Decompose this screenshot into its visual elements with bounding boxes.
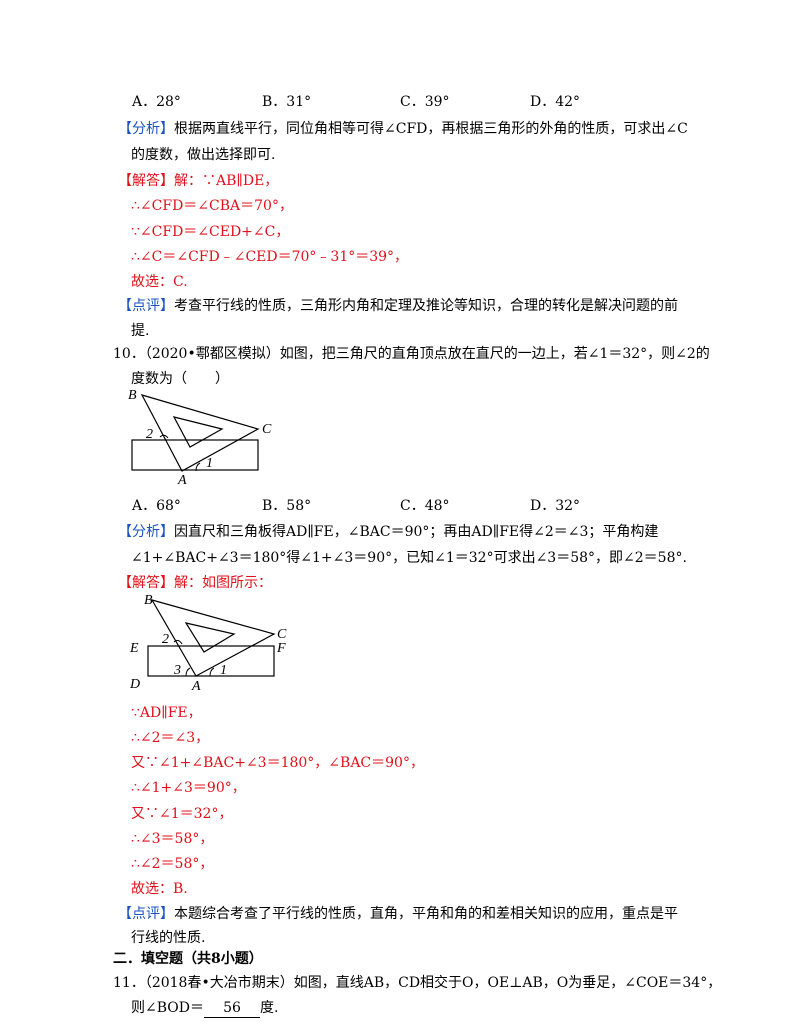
q10-stem-text: （2020•鄠都区模拟）如图，把三角尺的直角顶点放在直尺的一边上，若∠1＝32°… [144,346,710,362]
q10-answer-text-2: ∴∠2＝∠3， [131,730,210,746]
label-c-2: C [277,627,287,642]
q10-solution-figure: B C E F D A 2 3 1 [129,593,287,694]
label-1: 1 [206,456,213,471]
q10-analysis-text: 因直尺和三角板得AD∥FE，∠BAC＝90°；再由AD∥FE得∠2＝∠3；平角构… [174,524,659,540]
q11-answer-blank: 56 [203,999,260,1018]
triangle-inner-2 [184,622,236,653]
label-a: A [177,473,187,487]
angle-2-arc-2 [173,639,183,645]
q10-answer-text-3: 又∵∠1+∠BAC+∠3＝180°，∠BAC＝90°， [131,755,424,771]
q9-answer-text-3: ∵∠CFD＝∠CED+∠C， [131,224,290,240]
label-2-2: 2 [162,632,169,647]
q10-option-b: B．58° [262,498,312,514]
q9-answer-text-4: ∴∠C＝∠CFD﹣∠CED＝70°﹣31°＝39°， [131,249,409,265]
q10-review-tag: 【点评】 [118,906,174,922]
q10-figure-triangle-ruler: B C 2 1 A [128,388,272,487]
q10-answer-text-6: ∴∠3＝58°， [131,831,214,847]
q11-stem-line2: 则∠BOD＝ 56 度. [131,999,278,1018]
triangle-inner [172,416,224,448]
q9-option-d: D．42° [530,94,581,110]
q9-review-line2: 提. [131,323,150,339]
triangle-outer [140,394,260,472]
q10-answer-head: 【解答】解：如图所示： [118,574,272,592]
q10-analysis-line2: ∠1+∠BAC+∠3＝180°得∠1+∠3＝90°，已知∠1＝32°可求出∠3＝… [131,550,687,566]
q10-option-d: D．32° [530,498,581,514]
angle-1-arc-2 [209,667,215,677]
label-e: E [129,641,139,656]
q9-analysis-text: 根据两直线平行，同位角相等可得∠CFD，再根据三角形的外角的性质，可求出∠C [174,121,688,137]
q10-answer-text-7: ∴∠2＝58°， [131,856,214,872]
label-c: C [262,422,272,437]
q9-review-tag: 【点评】 [118,298,174,314]
q9-answer-line1: 【解答】解：∵AB∥DE， [118,172,278,190]
q9-analysis-line2: 的度数，做出选择即可. [131,147,276,163]
label-3: 3 [173,663,181,678]
q10-option-a: A．68° [132,498,181,514]
triangle-outer-2 [150,599,276,677]
q10-analysis-tag: 【分析】 [118,524,174,540]
q10-option-c: C．48° [400,498,450,514]
q10-answer-text-1: ∵AD∥FE， [131,705,202,721]
q9-answer-text-2: ∴∠CFD＝∠CBA＝70°， [131,198,293,214]
q9-option-c: C．39° [400,94,450,110]
q9-answer-text-1: 解：∵AB∥DE， [174,173,279,189]
q11-number: 11． [113,975,145,991]
q9-answer-text-5: 故选：C. [131,274,188,290]
label-1-2: 1 [220,663,227,678]
label-b-2: B [144,593,153,608]
q9-answer-tag: 【解答】 [118,173,174,189]
label-2: 2 [146,427,153,442]
q10-review-text: 本题综合考查了平行线的性质，直角，平角和角的和差相关知识的应用，重点是平 [174,906,678,922]
ruler-rect [131,439,259,471]
q11-stem-text: （2018春•大冶市期末）如图，直线AB，CD相交于O，OE⊥AB，O为垂足，∠… [144,975,722,991]
q11-stem-suffix: 度. [259,1000,279,1016]
angle-2-arc [159,434,169,439]
q11-stem-line1: 11．（2018春•大冶市期末）如图，直线AB，CD相交于O，OE⊥AB，O为垂… [113,974,721,992]
q10-answer-tag: 【解答】 [118,575,174,591]
angle-1-arc [195,462,201,472]
q10-number: 10． [113,346,145,362]
q9-review-line1: 【点评】考查平行线的性质，三角形内角和定理及推论等知识，合理的转化是解决问题的前 [118,297,678,315]
q10-stem-line2: 度数为（ ） [131,371,229,387]
q10-answer-text-4: ∴∠1+∠3＝90°， [131,780,246,796]
ruler-rect-2 [147,645,275,677]
q10-analysis-line1: 【分析】因直尺和三角板得AD∥FE，∠BAC＝90°；再由AD∥FE得∠2＝∠3… [118,523,658,541]
angle-3-arc [185,667,191,677]
q10-answer-text-8: 故选：B. [131,881,188,897]
section-2-title: 二．填空题（共8小题） [113,951,263,967]
q9-option-b: B．31° [262,94,312,110]
q9-analysis-tag: 【分析】 [118,121,174,137]
label-b: B [128,388,137,403]
q10-stem-line1: 10．（2020•鄠都区模拟）如图，把三角尺的直角顶点放在直尺的一边上，若∠1＝… [113,345,710,363]
q10-review-line2: 行线的性质. [131,930,206,946]
label-d: D [129,677,140,692]
q9-option-a: A．28° [132,94,181,110]
q10-review-line1: 【点评】本题综合考查了平行线的性质，直角，平角和角的和差相关知识的应用，重点是平 [118,905,678,923]
q10-answer-head-text: 解：如图所示： [174,575,272,591]
label-f: F [276,641,286,656]
q10-answer-text-5: 又∵∠1＝32°， [131,806,233,822]
label-a-2: A [191,679,201,694]
q9-review-text: 考查平行线的性质，三角形内角和定理及推论等知识，合理的转化是解决问题的前 [174,298,678,314]
q11-stem-prefix: 则∠BOD＝ [131,1000,204,1016]
q9-analysis-line1: 【分析】根据两直线平行，同位角相等可得∠CFD，再根据三角形的外角的性质，可求出… [118,120,688,138]
